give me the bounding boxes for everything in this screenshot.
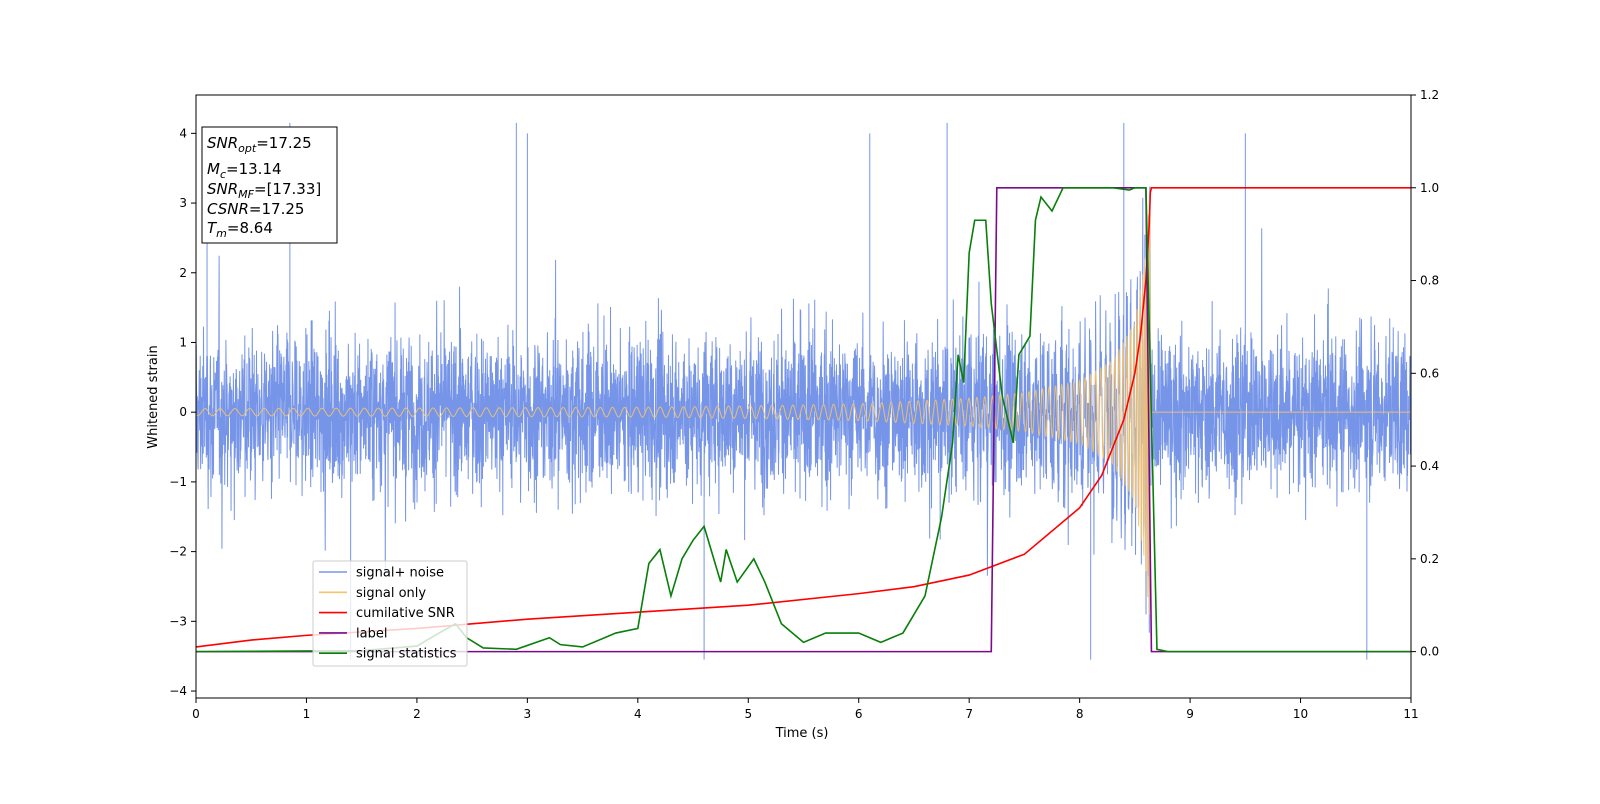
y2-tick-label: 1.0 bbox=[1420, 181, 1439, 195]
y-tick-label: −1 bbox=[169, 475, 187, 489]
y2-tick-label: 0.2 bbox=[1420, 552, 1439, 566]
x-tick-label: 1 bbox=[303, 707, 311, 721]
info-csnr: CSNR=17.25 bbox=[207, 200, 304, 218]
x-tick-label: 8 bbox=[1076, 707, 1084, 721]
legend-label: signal statistics bbox=[356, 647, 457, 662]
x-tick-label: 5 bbox=[744, 707, 752, 721]
legend-label: signal+ noise bbox=[356, 566, 444, 581]
x-axis: 0 1 2 3 4 5 6 7 8 9 10 11 bbox=[192, 698, 1419, 721]
info-box: SNRopt=17.25 Mc=13.14 SNRMF=[17.33] CSNR… bbox=[201, 126, 338, 244]
info-merger-time: Tm=8.64 bbox=[207, 219, 273, 240]
series-signal-noise-line bbox=[196, 122, 1411, 660]
x-tick-label: 3 bbox=[524, 707, 532, 721]
series-signal-only-line bbox=[196, 202, 1411, 616]
legend-label: cumilative SNR bbox=[356, 606, 455, 621]
y-axis-right: 0.0 0.2 0.4 0.6 0.8 1.0 1.2 bbox=[1411, 88, 1439, 659]
x-tick-label: 0 bbox=[192, 707, 200, 721]
plot-frame bbox=[195, 94, 1412, 699]
y-tick-label: −3 bbox=[169, 614, 187, 628]
y-tick-label: −2 bbox=[169, 545, 187, 559]
y2-tick-label: 0.0 bbox=[1420, 645, 1439, 659]
y-tick-label: 1 bbox=[179, 335, 187, 349]
y2-tick-label: 0.6 bbox=[1420, 366, 1439, 380]
info-box-frame bbox=[201, 126, 338, 244]
x-tick-label: 7 bbox=[965, 707, 973, 721]
y2-tick-label: 0.8 bbox=[1420, 274, 1439, 288]
legend-frame bbox=[312, 560, 468, 667]
legend-label: signal only bbox=[356, 586, 426, 601]
y-tick-label: 3 bbox=[179, 196, 187, 210]
x-tick-label: 2 bbox=[413, 707, 421, 721]
x-tick-label: 4 bbox=[634, 707, 642, 721]
y2-tick-label: 1.2 bbox=[1420, 88, 1439, 102]
y-tick-label: −4 bbox=[169, 684, 187, 698]
info-snr-opt: SNRopt=17.25 bbox=[207, 134, 312, 155]
legend: signal+ noise signal only cumilative SNR la… bbox=[312, 560, 468, 667]
y-tick-label: 2 bbox=[179, 266, 187, 280]
x-tick-label: 9 bbox=[1186, 707, 1194, 721]
y-axis-left: −4 −3 −2 −1 0 1 2 3 4 bbox=[169, 126, 196, 698]
x-tick-label: 6 bbox=[855, 707, 863, 721]
info-chirp-mass: Mc=13.14 bbox=[207, 160, 282, 181]
series-layer bbox=[196, 122, 1411, 660]
y-tick-label: 0 bbox=[179, 405, 187, 419]
x-tick-label: 11 bbox=[1403, 707, 1418, 721]
y-axis-label: Whitened strain bbox=[146, 345, 161, 448]
info-snr-mf: SNRMF=[17.33] bbox=[207, 180, 321, 201]
y2-tick-label: 0.4 bbox=[1420, 459, 1439, 473]
x-axis-label: Time (s) bbox=[775, 726, 829, 741]
x-tick-label: 10 bbox=[1293, 707, 1308, 721]
legend-label: label bbox=[356, 626, 387, 641]
y-tick-label: 4 bbox=[179, 126, 187, 140]
series-cumulative-snr-line bbox=[196, 186, 1411, 648]
series-signal-statistics-line bbox=[196, 186, 1411, 653]
